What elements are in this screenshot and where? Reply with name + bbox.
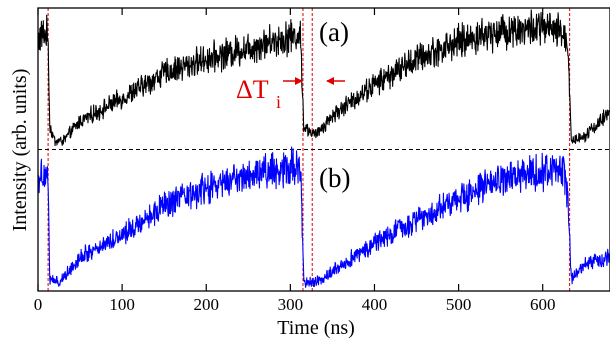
x-tick-label: 600 [530,295,556,314]
y-axis-title: Intensity (arb. units) [9,69,31,232]
x-tick-label: 400 [362,295,388,314]
vertical-markers [47,8,571,291]
plot-frame [37,7,610,292]
delta-t-annotation: ΔT i [236,75,345,112]
series-group [38,9,610,288]
x-tick-label: 500 [446,295,472,314]
delta-t-label: ΔT [236,75,269,104]
panel-label-a: (a) [319,17,349,47]
delta-t-subscript: i [276,92,281,112]
panel-label-b: (b) [319,163,350,193]
x-axis-ticks: 0 100 200 300 400 500 600 [34,8,556,314]
plot-area [38,8,610,291]
x-tick-label: 100 [109,295,135,314]
x-tick-label: 200 [193,295,219,314]
x-axis-title: Time (ns) [277,317,355,339]
x-tick-label: 300 [278,295,304,314]
series-line-b [38,146,610,288]
series-line-a [38,9,610,147]
x-tick-label: 0 [34,295,43,314]
